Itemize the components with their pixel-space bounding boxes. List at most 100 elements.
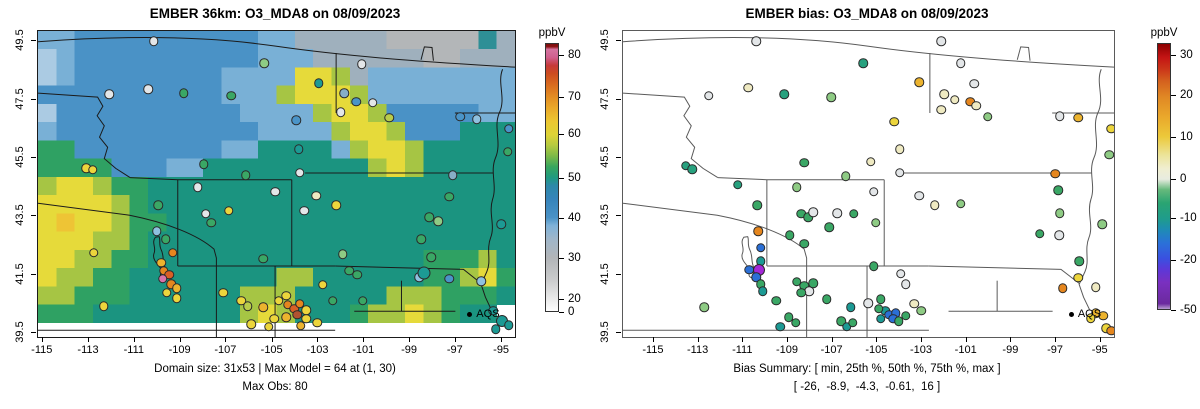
y-axis-tick <box>31 98 36 100</box>
bias-dot <box>779 89 789 99</box>
bias-dot <box>1086 313 1096 323</box>
obs-dot <box>357 59 367 69</box>
x-axis-tick <box>133 337 135 342</box>
colorbar-tick <box>559 134 564 136</box>
y-axis-tick <box>616 98 621 100</box>
bias-colorbar <box>1157 43 1171 310</box>
bias-dot <box>704 91 714 101</box>
obs-dot <box>433 216 443 226</box>
bias-dot <box>930 200 940 210</box>
x-axis-tick <box>454 337 456 342</box>
x-axis-tick <box>317 337 319 342</box>
x-axis-tick-label: -113 <box>77 344 99 356</box>
y-axis-tick <box>616 273 621 275</box>
bias-dot <box>1073 113 1083 123</box>
bias-dot <box>808 207 818 217</box>
x-axis-tick <box>652 337 654 342</box>
obs-dot <box>448 170 458 180</box>
bias-dot <box>1035 229 1045 239</box>
bias-dot <box>1058 283 1068 293</box>
bias-dot <box>758 286 768 296</box>
x-axis-tick-label: -101 <box>352 344 375 356</box>
y-axis-tick-label: 43.5 <box>599 204 611 227</box>
obs-dot <box>246 319 256 329</box>
bias-dot <box>1074 256 1084 266</box>
x-axis-tick <box>1099 337 1101 342</box>
obs-dot <box>88 165 98 175</box>
obs-dot <box>236 296 246 306</box>
obs-dot <box>89 248 99 258</box>
x-axis-tick-label: -109 <box>168 344 191 356</box>
bias-dot <box>858 58 868 68</box>
bias-dot <box>1098 311 1108 321</box>
colorbar-tick-label: -10 <box>1180 211 1197 224</box>
bias-dot <box>799 239 809 249</box>
bias-dot <box>832 208 842 218</box>
bias-dot <box>791 318 801 328</box>
x-axis-tick-label: -105 <box>260 344 283 356</box>
bias-dot <box>1091 282 1101 292</box>
obs-dot <box>224 206 234 216</box>
bias-dot <box>799 158 809 168</box>
aqs-legend-label: AQS <box>476 308 500 321</box>
obs-dot <box>295 168 305 178</box>
bias-dot <box>751 36 761 46</box>
bias-dot <box>792 182 802 192</box>
colorbar-tick-label: -20 <box>1180 254 1197 267</box>
x-axis-tick-label: -99 <box>401 344 417 356</box>
x-axis-tick-label: -107 <box>820 344 843 356</box>
model-concentration-map: AQS <box>37 30 516 338</box>
colorbar-tick <box>1171 217 1176 219</box>
obs-dot <box>201 209 211 219</box>
bias-dot <box>914 191 924 201</box>
obs-dot <box>444 274 454 284</box>
colorbar-tick <box>559 217 564 219</box>
x-axis-tick <box>965 337 967 342</box>
x-axis-tick <box>876 337 878 342</box>
x-axis-tick <box>41 337 43 342</box>
colorbar-tick-label: 20 <box>568 293 581 306</box>
colorbar-tick <box>559 258 564 260</box>
y-axis-tick <box>31 273 36 275</box>
bias-values-caption: [ -26, -8.9, -4.3, -0.61, 16 ] <box>793 381 941 393</box>
y-axis-tick <box>616 40 621 42</box>
bias-dot <box>956 58 966 68</box>
bias-dot <box>771 296 781 306</box>
x-axis-tick-label: -111 <box>123 344 145 356</box>
obs-dot <box>503 147 513 157</box>
bias-dot <box>895 144 905 154</box>
obs-dot <box>206 218 216 228</box>
y-axis-tick <box>31 40 36 42</box>
colorbar-tick-label: 40 <box>568 211 581 224</box>
aqs-legend: AQS <box>467 308 500 321</box>
obs-dot <box>226 91 236 101</box>
bias-dot <box>756 243 766 253</box>
x-axis-tick <box>179 337 181 342</box>
obs-dot <box>292 310 302 320</box>
colorbar-tick-label: 20 <box>1180 89 1193 102</box>
x-axis-tick <box>786 337 788 342</box>
obs-dot <box>311 191 321 201</box>
obs-dot <box>318 280 328 290</box>
colorbar-tick-label: -50 <box>1180 304 1197 316</box>
x-axis-tick <box>225 337 227 342</box>
y-axis-tick-label: 41.5 <box>14 263 26 285</box>
bias-dot <box>826 92 836 102</box>
bias-dot <box>956 199 966 209</box>
bias-dot <box>1073 273 1083 283</box>
x-axis-tick <box>363 337 365 342</box>
obs-dot <box>491 324 501 334</box>
x-axis-tick <box>409 337 411 342</box>
x-axis-tick <box>88 337 90 342</box>
max-obs-caption: Max Obs: 80 <box>242 381 308 393</box>
y-axis-tick <box>31 332 36 334</box>
bias-dot <box>869 261 879 271</box>
obs-dot <box>168 248 178 258</box>
bias-dot <box>846 302 856 312</box>
obs-dot <box>258 254 268 264</box>
bias-dot <box>895 168 905 178</box>
colorbar-tick <box>559 96 564 98</box>
obs-dot <box>179 88 189 98</box>
bias-dot <box>950 95 960 105</box>
bias-dot <box>1055 208 1065 218</box>
